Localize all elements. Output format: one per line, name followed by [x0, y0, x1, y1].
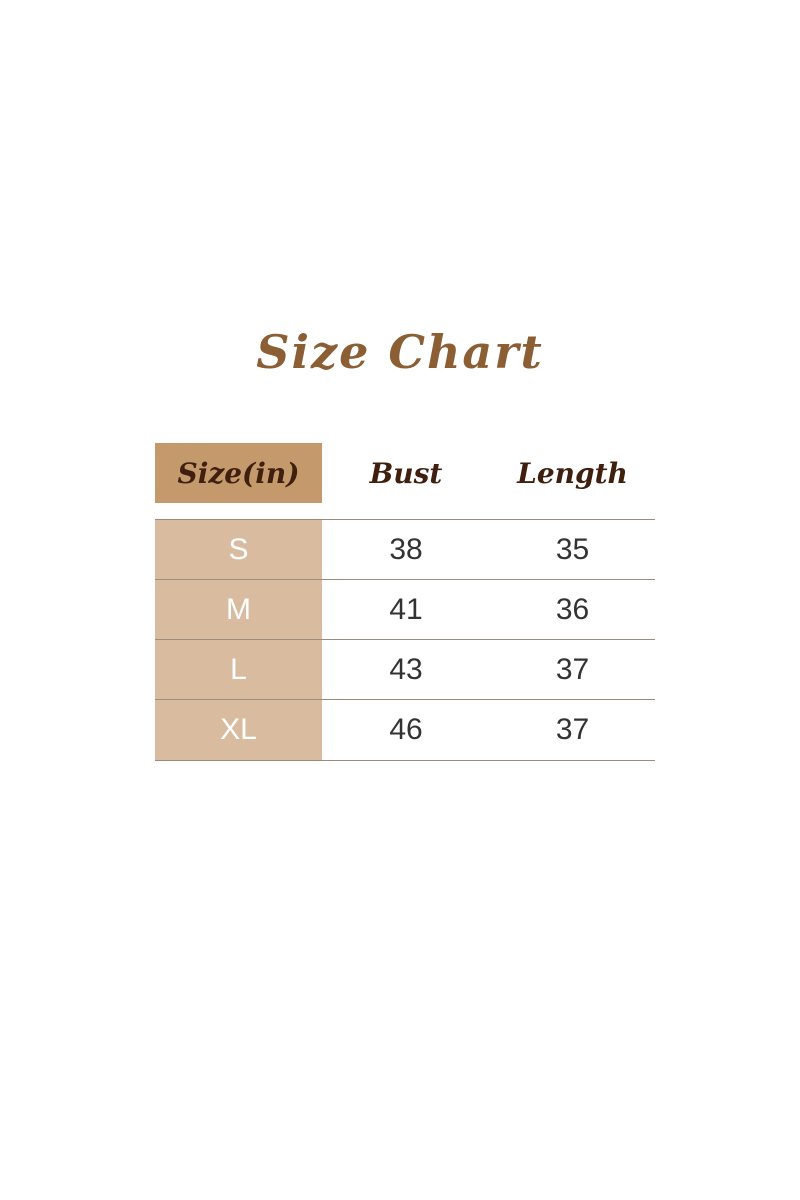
- header-bust: Bust: [369, 456, 443, 490]
- length-cell: 35: [555, 533, 590, 566]
- page-title: Size Chart: [256, 325, 544, 379]
- size-cell: XL: [155, 700, 322, 760]
- length-cell: 36: [555, 593, 590, 626]
- table-row: M 41 36: [155, 579, 655, 640]
- bust-cell: 43: [389, 653, 423, 686]
- length-cell: 37: [555, 713, 590, 746]
- header-length: Length: [517, 456, 628, 490]
- size-cell: S: [155, 520, 322, 580]
- bust-cell: 38: [389, 533, 423, 566]
- table-row: S 38 35: [155, 519, 655, 580]
- bust-cell: 46: [389, 713, 423, 746]
- header-size: Size(in): [155, 443, 322, 503]
- bust-cell: 41: [389, 593, 423, 626]
- table-row: L 43 37: [155, 639, 655, 700]
- size-cell: L: [155, 640, 322, 700]
- size-cell: M: [155, 580, 322, 640]
- length-cell: 37: [555, 653, 590, 686]
- table-row: XL 46 37: [155, 699, 655, 761]
